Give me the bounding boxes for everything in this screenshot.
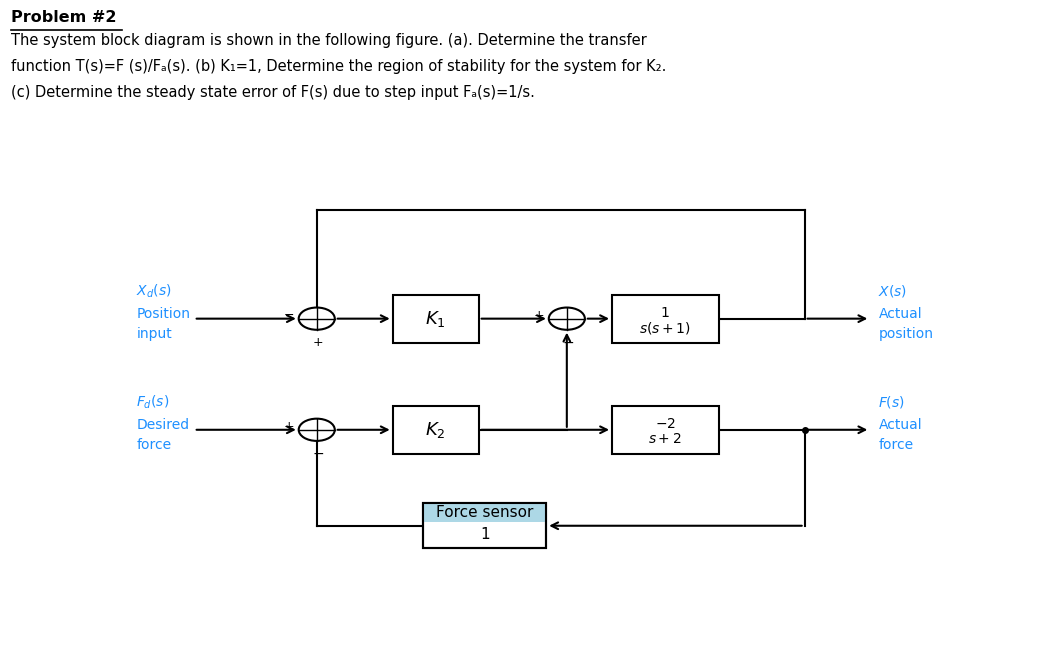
Text: $X_d(s)$: $X_d(s)$ [136, 282, 171, 300]
Text: $1$: $1$ [660, 306, 670, 319]
Circle shape [549, 308, 585, 330]
Text: Position: Position [136, 306, 190, 321]
Text: (c) Determine the steady state error of F(s) due to step input Fₐ(s)=1/s.: (c) Determine the steady state error of … [11, 85, 534, 100]
Bar [423, 503, 546, 548]
Bar [393, 295, 478, 342]
Bar [612, 406, 718, 454]
Bar [612, 295, 718, 342]
Text: force: force [878, 438, 913, 452]
Text: $K_2$: $K_2$ [425, 420, 445, 440]
Text: $s(s + 1)$: $s(s + 1)$ [639, 319, 691, 336]
Text: $F_d(s)$: $F_d(s)$ [136, 394, 169, 411]
Text: 1: 1 [480, 527, 490, 542]
Text: Force sensor: Force sensor [436, 505, 533, 520]
Circle shape [298, 308, 334, 330]
Text: −: − [312, 447, 324, 461]
Bar [393, 406, 478, 454]
Bar [423, 503, 546, 548]
Text: +: + [284, 420, 294, 433]
Text: Desired: Desired [136, 418, 189, 432]
Text: $-2$: $-2$ [655, 417, 676, 431]
Text: +: + [534, 309, 545, 322]
Text: input: input [136, 327, 172, 341]
Bar [423, 503, 546, 522]
Text: position: position [878, 327, 933, 341]
Text: +: + [313, 336, 324, 349]
Text: −: − [563, 336, 574, 350]
Text: Problem #2: Problem #2 [11, 10, 116, 25]
Text: Actual: Actual [878, 306, 922, 321]
Text: −: − [285, 309, 294, 322]
Text: $s + 2$: $s + 2$ [649, 432, 682, 446]
Text: $K_1$: $K_1$ [425, 309, 446, 329]
Text: force: force [136, 438, 171, 452]
Text: function T(s)=F (s)/Fₐ(s). (b) K₁=1, Determine the region of stability for the s: function T(s)=F (s)/Fₐ(s). (b) K₁=1, Det… [11, 59, 665, 74]
Text: Actual: Actual [878, 418, 922, 432]
Text: $X(s)$: $X(s)$ [878, 283, 908, 299]
Circle shape [298, 419, 334, 441]
Text: $F(s)$: $F(s)$ [878, 394, 906, 410]
Text: The system block diagram is shown in the following figure. (a). Determine the tr: The system block diagram is shown in the… [11, 33, 646, 48]
